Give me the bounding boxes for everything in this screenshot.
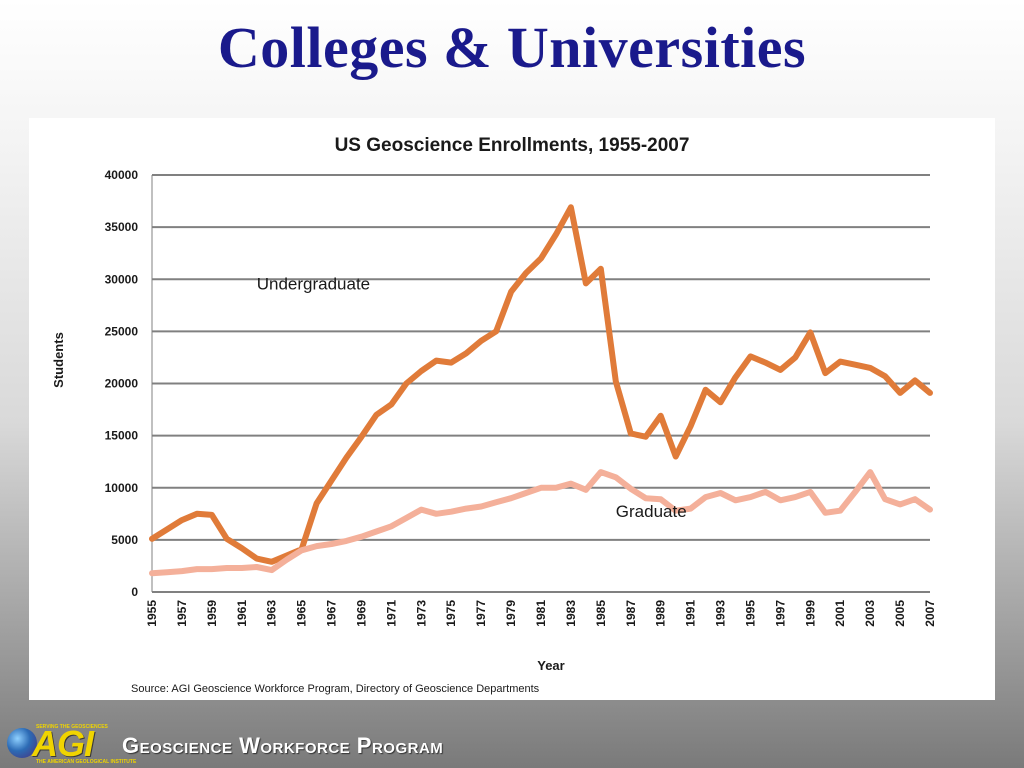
x-tick-label: 2007: [923, 600, 937, 627]
y-tick-label: 15000: [105, 429, 139, 443]
x-tick-label: 1995: [743, 600, 757, 627]
x-axis-label: Year: [537, 658, 564, 673]
x-tick-label: 1987: [624, 600, 638, 627]
x-tick-label: 1971: [384, 600, 398, 627]
y-tick-label: 5000: [111, 533, 138, 547]
agi-logo: AGI: [32, 723, 94, 764]
logo-tagline-bottom: THE AMERICAN GEOLOGICAL INSTITUTE: [36, 759, 137, 765]
series-line-undergraduate: [149, 204, 933, 565]
x-tick-label: 1975: [444, 600, 458, 627]
x-tick-label: 1991: [684, 600, 698, 627]
enrollment-chart: US Geoscience Enrollments, 1955-2007 0 50…: [51, 135, 937, 695]
x-tick-label: 1959: [205, 600, 219, 627]
x-tick-label: 1997: [773, 600, 787, 627]
y-tick-label: 0: [131, 585, 138, 599]
globe-logo-icon: [7, 728, 37, 758]
chart-source: Source: AGI Geoscience Workforce Program…: [131, 683, 540, 695]
y-tick-label: 35000: [105, 220, 139, 234]
y-tick-label: 30000: [105, 272, 139, 286]
y-tick-label: 20000: [105, 377, 139, 391]
x-tick-label: 1983: [564, 600, 578, 627]
slide-title: Colleges & Universities: [217, 15, 807, 80]
x-tick-label: 1957: [175, 600, 189, 627]
x-tick-label: 1961: [235, 600, 249, 627]
x-tick-label: 1969: [354, 600, 368, 627]
x-tick-label: 1989: [654, 600, 668, 627]
series-label-graduate: Graduate: [616, 502, 687, 521]
x-tick-label: 1955: [145, 600, 159, 627]
x-tick-label: 1965: [295, 600, 309, 627]
x-tick-label: 1977: [474, 600, 488, 627]
y-tick-label: 40000: [105, 168, 139, 182]
x-tick-label: 1999: [803, 600, 817, 627]
x-tick-label: 1981: [534, 600, 548, 627]
y-axis-ticks: 0 5000 10000 15000 20000 25000 30000 35000 40000: [105, 168, 139, 599]
x-tick-label: 2003: [863, 600, 877, 627]
series-labels: Undergraduate Graduate: [257, 275, 687, 521]
chart-title: US Geoscience Enrollments, 1955-2007: [335, 135, 690, 156]
x-tick-label: 1963: [265, 600, 279, 627]
x-tick-label: 1973: [414, 600, 428, 627]
y-tick-label: 10000: [105, 481, 139, 495]
x-tick-label: 1979: [504, 600, 518, 627]
chart-panel: US Geoscience Enrollments, 1955-2007 0 50…: [29, 118, 995, 700]
x-axis-ticks: 1955 1957 1959 1961 1963 1965 1967 1969 1971 1973…: [145, 600, 937, 627]
y-axis-label: Students: [51, 332, 66, 388]
x-tick-label: 1993: [714, 600, 728, 627]
logo-tagline-top: SERVING THE GEOSCIENCES: [36, 724, 108, 730]
x-tick-label: 2001: [833, 600, 847, 627]
series-lines: [149, 204, 933, 577]
series-label-undergraduate: Undergraduate: [257, 275, 370, 294]
gridlines: [151, 174, 930, 593]
x-tick-label: 1985: [594, 600, 608, 627]
x-tick-label: 1967: [325, 600, 339, 627]
y-tick-label: 25000: [105, 324, 139, 338]
program-name: Geoscience Workforce Program: [122, 733, 444, 758]
x-tick-label: 2005: [893, 600, 907, 627]
